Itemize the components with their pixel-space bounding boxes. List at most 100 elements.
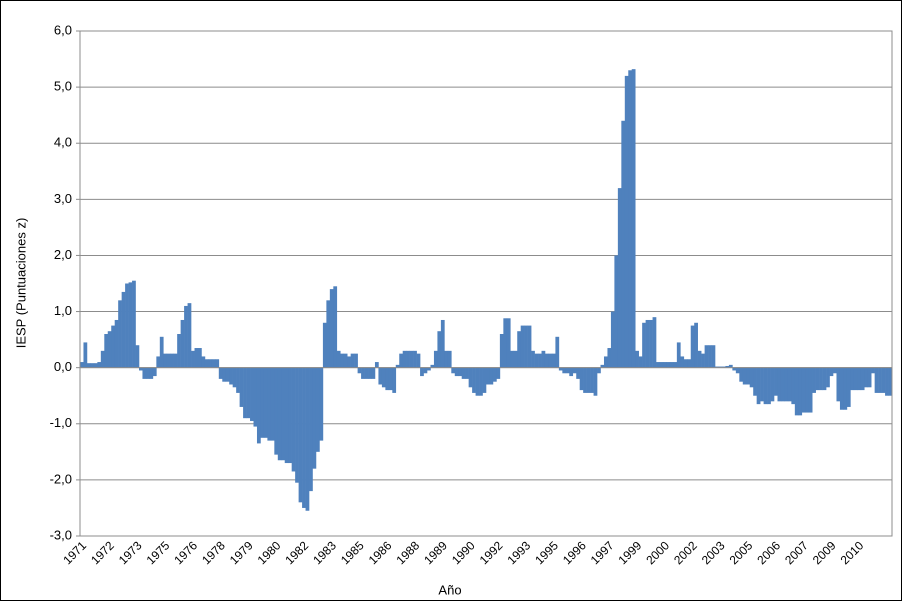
bar — [492, 367, 497, 382]
bar — [569, 367, 574, 377]
bar — [701, 353, 705, 368]
bar — [815, 367, 820, 391]
bar — [878, 367, 882, 393]
bar — [885, 367, 889, 396]
bar — [593, 367, 598, 396]
bar — [697, 350, 702, 368]
bar — [270, 367, 275, 441]
bar — [461, 367, 466, 379]
bar — [395, 364, 400, 368]
bar — [746, 367, 751, 385]
bar — [472, 367, 476, 393]
y-tick-label: 5,0 — [54, 79, 72, 94]
bar — [846, 367, 851, 407]
bar — [451, 367, 456, 374]
bar — [274, 367, 279, 455]
bar — [222, 367, 227, 382]
bar — [263, 367, 268, 438]
bar — [683, 359, 688, 368]
bar — [711, 345, 716, 368]
bar — [531, 350, 535, 368]
bar — [204, 359, 209, 368]
bar — [340, 353, 345, 368]
bar — [215, 359, 220, 368]
y-tick-label: -3,0 — [50, 527, 72, 542]
bar — [527, 325, 532, 368]
bar — [277, 367, 282, 461]
bar — [152, 367, 157, 377]
bar — [673, 362, 678, 368]
bar — [874, 367, 879, 393]
bar — [520, 325, 525, 368]
bar — [551, 353, 556, 368]
bar — [114, 319, 119, 368]
bar — [132, 280, 136, 368]
bar — [642, 322, 646, 368]
bar — [888, 367, 893, 396]
bar — [256, 367, 261, 444]
bar — [437, 331, 442, 368]
bar — [780, 367, 785, 402]
bar — [239, 367, 244, 407]
bar — [211, 359, 216, 368]
bar — [517, 331, 522, 368]
bar — [433, 350, 438, 368]
bar — [309, 367, 313, 492]
bar — [312, 367, 317, 469]
bar — [850, 367, 855, 391]
bar — [295, 367, 299, 483]
bar — [787, 367, 792, 402]
bar — [322, 322, 327, 368]
bar — [416, 353, 421, 368]
bar — [159, 336, 164, 368]
bar — [499, 334, 504, 368]
bar — [163, 353, 168, 368]
bar — [579, 367, 584, 391]
bar — [83, 342, 88, 368]
bar — [440, 319, 445, 368]
bar — [617, 188, 622, 368]
bar — [576, 367, 580, 379]
bar — [506, 318, 511, 368]
bar — [534, 353, 539, 368]
bar — [302, 367, 306, 508]
bar — [860, 367, 865, 391]
bar — [763, 367, 768, 405]
bar — [603, 356, 608, 368]
bar — [225, 367, 230, 382]
bar — [357, 367, 362, 374]
bar — [388, 367, 393, 391]
bar — [624, 75, 629, 368]
bar — [805, 367, 810, 413]
bar — [378, 367, 383, 385]
bar — [100, 350, 105, 368]
bar — [822, 367, 827, 391]
bar — [208, 359, 213, 368]
bar — [430, 364, 435, 368]
bar — [326, 300, 331, 368]
bar — [628, 70, 633, 368]
bar — [454, 367, 459, 377]
bar — [444, 350, 449, 368]
bar — [232, 367, 237, 388]
bar — [749, 367, 754, 388]
bar — [600, 364, 605, 368]
bar — [742, 367, 747, 385]
bar — [336, 350, 341, 368]
bar — [881, 367, 886, 393]
y-tick-label: 0,0 — [54, 359, 72, 374]
bar — [843, 367, 848, 410]
bar — [590, 367, 594, 393]
bar — [420, 367, 424, 377]
bar — [635, 350, 639, 368]
bar — [354, 353, 358, 368]
bar — [90, 363, 95, 368]
bar — [329, 289, 334, 368]
bar — [288, 367, 292, 464]
bar — [253, 367, 258, 427]
bar — [166, 353, 171, 368]
y-tick-label: 6,0 — [54, 22, 72, 37]
bar — [812, 367, 816, 393]
